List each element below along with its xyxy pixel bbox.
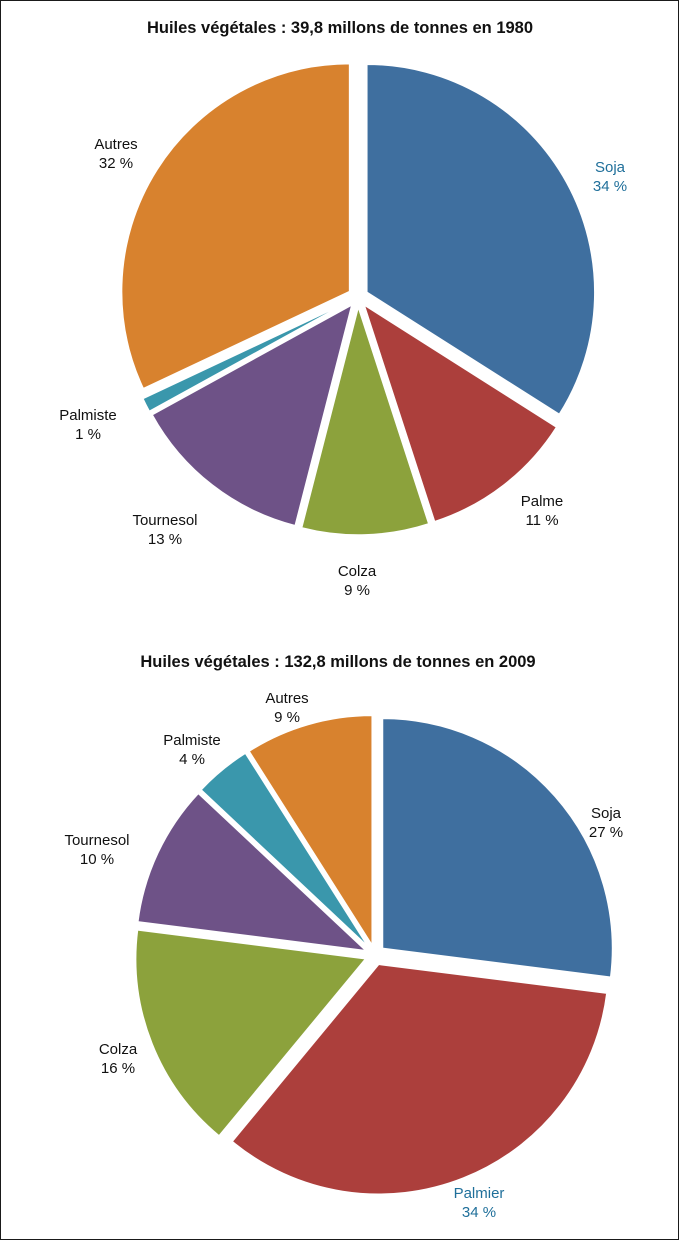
pie-slice-palmier — [231, 963, 608, 1195]
slice-percent: 27 % — [589, 824, 623, 841]
pie-slice-autres — [120, 62, 351, 390]
slice-label-colza: Colza 16 % — [99, 1041, 138, 1077]
slice-name: Palmiste — [59, 407, 117, 424]
slice-label-palmiste: Palmiste 4 % — [163, 732, 221, 768]
slice-label-colza: Colza 9 % — [338, 563, 377, 599]
pie-slices-1980 — [120, 62, 596, 536]
slice-name: Colza — [99, 1041, 138, 1058]
slice-percent: 10 % — [80, 851, 114, 868]
chart-title-2009: Huiles végétales : 132,8 millons de tonn… — [140, 653, 535, 671]
slice-label-soja: Soja 27 % — [589, 805, 623, 841]
pie-slice-palme — [362, 303, 558, 523]
slice-label-tournesol: Tournesol 10 % — [64, 832, 129, 868]
slice-percent: 34 % — [593, 178, 627, 195]
slice-labels-2009: Soja 27 % Palmier 34 % Colza 16 % Tournesol 10 … — [64, 690, 623, 1221]
chart-title-1980: Huiles végétales : 39,8 millons de tonne… — [147, 19, 533, 37]
pie-slice-palmiste — [141, 300, 350, 413]
slice-percent: 32 % — [99, 155, 133, 172]
slice-label-soja: Soja 34 % — [593, 159, 627, 195]
slice-name: Palmiste — [163, 732, 221, 749]
pie-slice-autres — [247, 714, 373, 948]
pie-chart-2009: Huiles végétales : 132,8 millons de tonn… — [64, 653, 623, 1221]
pie-slice-colza — [300, 304, 430, 536]
slice-label-tournesol: Tournesol 13 % — [132, 512, 197, 548]
slice-labels-1980: Soja 34 % Palme 11 % Colza 9 % Tournesol 13 % Pa… — [59, 136, 627, 599]
pie-slices-2009 — [134, 714, 614, 1195]
pie-slice-soja — [381, 717, 614, 979]
slice-name: Palmier — [454, 1185, 505, 1202]
slice-label-palmier: Palmier 34 % — [454, 1185, 505, 1221]
slice-name: Soja — [591, 805, 622, 822]
slice-percent: 13 % — [148, 531, 182, 548]
slice-percent: 4 % — [179, 751, 205, 768]
slice-name: Tournesol — [64, 832, 129, 849]
slice-name: Autres — [94, 136, 137, 153]
slice-percent: 16 % — [101, 1060, 135, 1077]
slice-percent: 9 % — [344, 582, 370, 599]
pie-slice-palmiste — [199, 752, 370, 948]
pie-slice-tournesol — [151, 303, 354, 527]
slice-name: Palme — [521, 493, 564, 510]
slice-name: Tournesol — [132, 512, 197, 529]
slice-label-palme: Palme 11 % — [521, 493, 564, 529]
slice-percent: 9 % — [274, 709, 300, 726]
pie-slice-soja — [366, 63, 596, 416]
pie-slice-tournesol — [136, 792, 369, 952]
slice-name: Autres — [265, 690, 308, 707]
slice-percent: 1 % — [75, 426, 101, 443]
slice-label-palmiste: Palmiste 1 % — [59, 407, 117, 443]
slice-label-autres: Autres 9 % — [265, 690, 308, 726]
slice-name: Soja — [595, 159, 626, 176]
slice-percent: 11 % — [525, 512, 558, 529]
slice-name: Colza — [338, 563, 377, 580]
pie-chart-1980: Huiles végétales : 39,8 millons de tonne… — [59, 19, 627, 599]
slice-label-autres: Autres 32 % — [94, 136, 137, 172]
slice-percent: 34 % — [462, 1204, 496, 1221]
pie-slice-colza — [134, 929, 368, 1137]
